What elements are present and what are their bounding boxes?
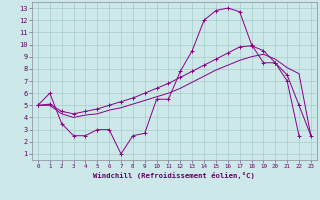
X-axis label: Windchill (Refroidissement éolien,°C): Windchill (Refroidissement éolien,°C) xyxy=(93,172,255,179)
